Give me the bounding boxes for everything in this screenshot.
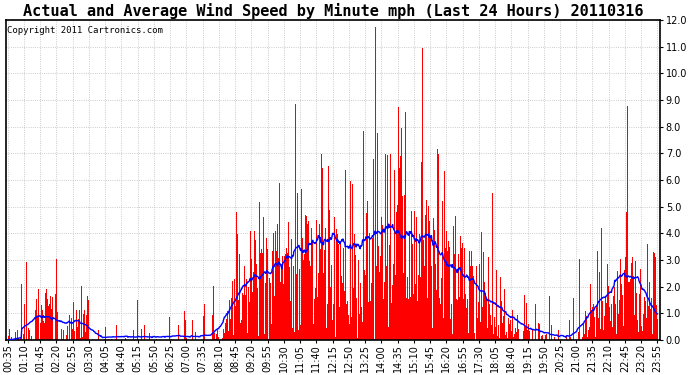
Text: Copyright 2011 Cartronics.com: Copyright 2011 Cartronics.com <box>7 26 163 35</box>
Title: Actual and Average Wind Speed by Minute mph (Last 24 Hours) 20110316: Actual and Average Wind Speed by Minute … <box>23 3 643 19</box>
